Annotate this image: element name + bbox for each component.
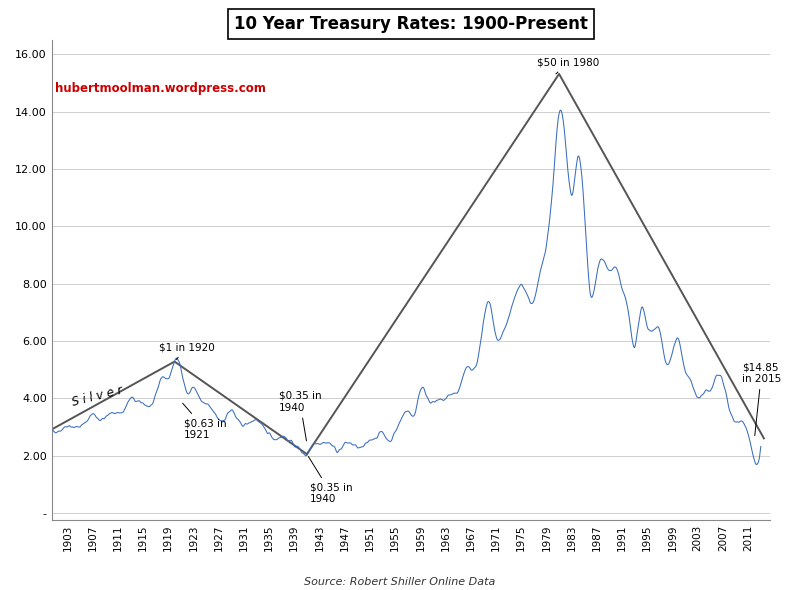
- Text: $14.85
in 2015: $14.85 in 2015: [742, 362, 781, 435]
- Text: $0.62 in 1900: $0.62 in 1900: [0, 589, 1, 590]
- Text: $1 in 1920: $1 in 1920: [158, 342, 214, 359]
- Text: $0.63 in
1921: $0.63 in 1921: [182, 403, 226, 440]
- Text: Source: Robert Shiller Online Data: Source: Robert Shiller Online Data: [304, 577, 496, 587]
- Text: $50 in 1980: $50 in 1980: [537, 57, 599, 74]
- Title: 10 Year Treasury Rates: 1900-Present: 10 Year Treasury Rates: 1900-Present: [234, 15, 588, 33]
- Text: hubertmoolman.wordpress.com: hubertmoolman.wordpress.com: [54, 81, 266, 94]
- Text: $0.35 in
1940: $0.35 in 1940: [308, 457, 353, 504]
- Text: S i l v e r: S i l v e r: [70, 384, 124, 409]
- Text: $0.35 in
1940: $0.35 in 1940: [278, 391, 321, 441]
